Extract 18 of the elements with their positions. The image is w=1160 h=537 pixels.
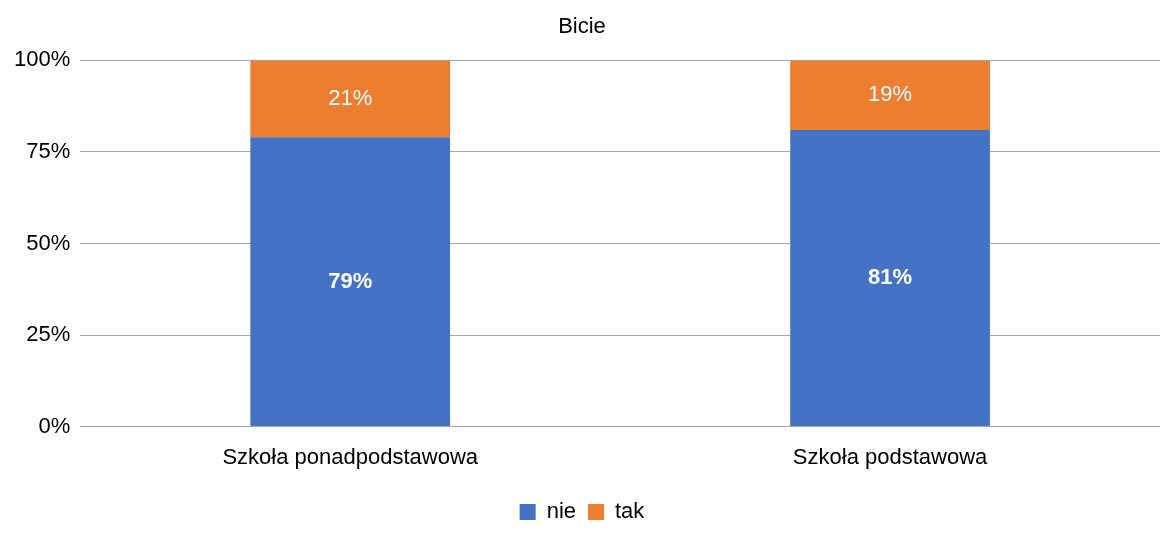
chart-title: Bicie <box>558 13 606 39</box>
data-label: 81% <box>868 264 913 290</box>
x-tick-label: Szkoła podstawowa <box>792 443 989 469</box>
bar <box>790 129 990 427</box>
bar <box>250 137 451 427</box>
bar <box>790 60 990 130</box>
y-tick-label: 75% <box>26 138 71 164</box>
y-tick-label: 50% <box>26 229 71 255</box>
legend-label: tak <box>615 498 646 524</box>
y-tick-label: 25% <box>26 321 71 347</box>
y-tick-label: 0% <box>38 412 71 438</box>
data-label: 19% <box>868 81 913 107</box>
x-tick-label: Szkoła ponadpodstawowa <box>222 443 479 469</box>
y-tick-label: 100% <box>13 46 71 72</box>
data-label: 79% <box>328 267 373 293</box>
legend-label: nie <box>546 498 577 524</box>
bar <box>250 60 451 138</box>
data-label: 21% <box>328 84 373 110</box>
